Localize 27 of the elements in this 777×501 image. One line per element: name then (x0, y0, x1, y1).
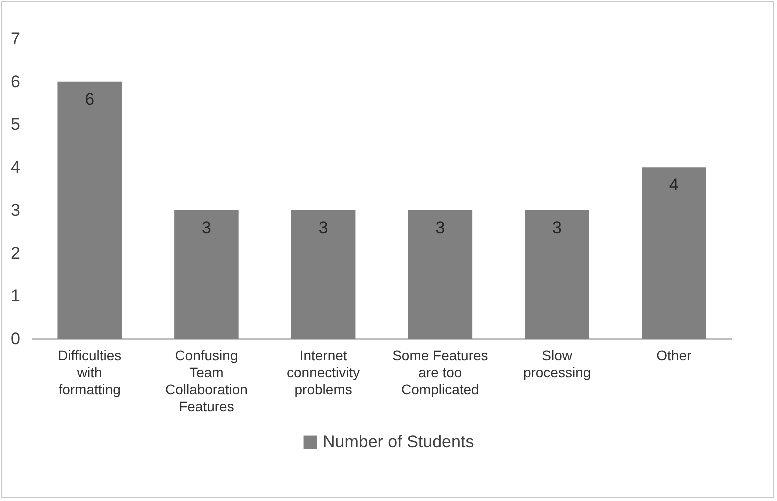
data-label: 3 (202, 218, 212, 238)
y-tick-label: 7 (11, 30, 20, 48)
bar (58, 82, 122, 339)
y-tick-label: 1 (11, 286, 20, 306)
y-tick-label: 6 (11, 72, 20, 92)
data-label: 3 (436, 218, 446, 238)
x-tick-label: Difficulties with formatting (58, 348, 122, 398)
data-label: 6 (85, 90, 95, 109)
x-tick-label: Other (656, 348, 692, 364)
y-tick-label: 4 (11, 158, 20, 178)
bar (642, 168, 706, 339)
y-tick-label: 3 (11, 200, 20, 220)
bar (408, 210, 473, 339)
x-tick-label: Confusing Team Collaboration Features (165, 348, 248, 414)
data-label: 3 (318, 218, 328, 238)
bar (525, 210, 590, 339)
bar (291, 210, 356, 339)
bar (174, 210, 239, 339)
y-tick-label: 5 (11, 115, 20, 134)
y-tick-label: 0 (11, 330, 20, 348)
x-tick-label: Some Features are too Complicated (392, 348, 488, 398)
x-tick-label: Slow processing (523, 348, 592, 380)
y-tick-label: 2 (11, 244, 20, 263)
legend-label: Number of Students (323, 432, 474, 452)
data-label: 3 (552, 218, 562, 238)
x-tick-label: Internet connectivity problems (286, 348, 360, 398)
data-label: 4 (669, 176, 679, 195)
